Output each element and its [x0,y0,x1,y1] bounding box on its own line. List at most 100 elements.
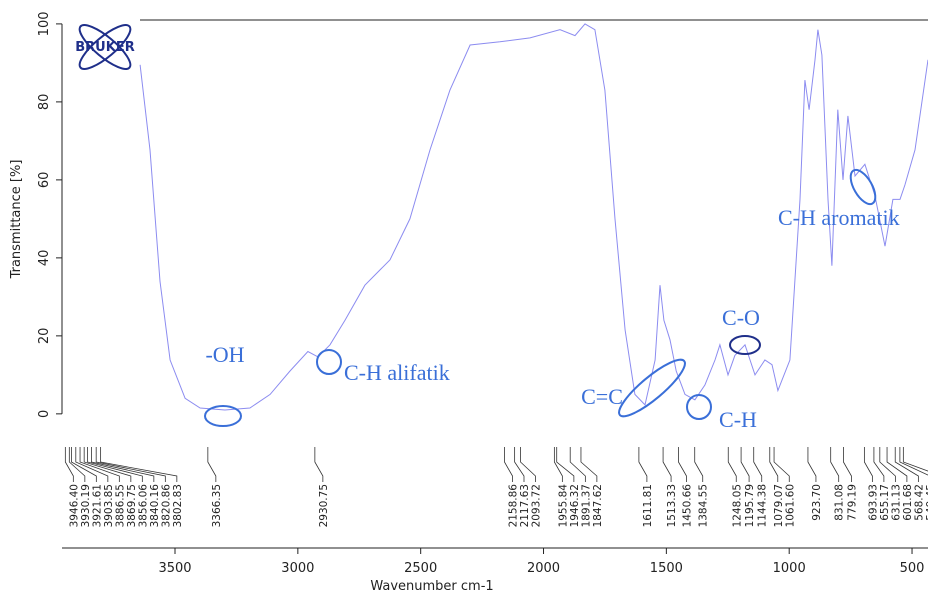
peak-line [740,447,750,482]
annotation-ellipse [618,358,686,418]
peak-line [87,447,143,482]
peak-marker: 1891.37 [569,447,592,527]
peak-line [830,447,840,482]
peak-line [863,447,873,482]
x-tick-label: 2500 [404,561,437,576]
peak-label: 1955.84 [557,484,569,528]
peak-line [75,447,109,482]
peak-label: 2117.63 [519,484,531,527]
peak-marker: 3856.06 [87,447,149,528]
y-tick-label: 60 [37,172,52,189]
peak-line [873,447,885,482]
peak-marker: 3840.16 [91,447,161,528]
peak-line [843,447,852,482]
peak-label: 3366.35 [211,484,223,527]
peak-marker: 3903.85 [75,447,115,527]
peak-marker: 1195.79 [740,447,756,527]
peak-marker: 831.08 [830,447,846,521]
peak-line [727,447,737,482]
logo-text: BRUKER [75,40,134,55]
y-tick-label: 100 [37,11,52,36]
peak-marker: 2117.63 [514,447,531,527]
peak-marker: 1611.81 [638,447,654,527]
peak-label: 3840.16 [149,484,161,528]
peak-label: 601.68 [902,484,914,521]
peak-label: 2093.72 [530,484,542,527]
peak-label: 1384.55 [698,484,710,527]
x-tick-label: 2000 [527,561,560,576]
peak-line [91,447,155,482]
peak-marker: 3820.86 [95,447,172,528]
y-axis-label: Transmittance [%] [9,160,24,280]
peak-line [68,447,86,482]
peak-label: 1450.66 [681,484,693,528]
logo: BRUKER [75,24,135,70]
peak-line [894,447,919,482]
peak-marker: 655.17 [873,447,891,521]
peak-line [773,447,790,482]
peak-label: 1891.37 [580,484,592,527]
peak-label: 2930.75 [318,484,330,527]
peak-marker: 601.68 [886,447,914,521]
peak-marker: 3930.19 [68,447,92,527]
peak-line [553,447,563,482]
peak-label: 693.93 [867,484,879,521]
annotation: C-H [719,407,757,432]
annotation-ellipse [849,168,877,206]
peak-marker: 3921.61 [71,447,103,527]
peak-marker: 2093.72 [520,447,542,527]
peak-label: 3886.55 [114,484,126,527]
x-tick-label: 1000 [773,561,806,576]
peak-line [569,447,586,482]
peak-marker: 2158.86 [504,447,519,527]
logo-orbit [78,24,132,70]
peak-marker: 1450.66 [678,447,693,527]
peak-label: 2158.86 [507,484,519,528]
annotation-ellipse [204,405,242,427]
peak-line [520,447,536,482]
peak-line [580,447,598,482]
peak-label: 3802.83 [172,484,184,527]
annotation: -OH [205,342,244,367]
peak-label: 3820.86 [160,484,172,528]
peak-label: 3921.61 [91,484,103,527]
annotation-ellipse [316,349,342,375]
peak-marker: 1847.62 [580,447,604,527]
peak-label: 1195.79 [744,484,756,527]
peak-label: 1847.62 [592,484,604,527]
peak-line [753,447,763,482]
peak-marker: 535.35 [902,447,928,472]
peak-line [902,447,928,472]
peak-line [807,447,817,482]
peak-label: 1248.05 [731,484,743,527]
peak-line [95,447,166,482]
y-tick-label: 40 [37,250,52,267]
peak-label: 3856.06 [137,484,149,528]
annotation-ellipse [729,335,761,355]
x-tick-label: 3000 [281,561,314,576]
peak-label: 1079.07 [773,484,785,527]
peak-marker: 1061.60 [773,447,796,527]
x-tick-label: 3500 [158,561,191,576]
peak-line [100,447,178,482]
peak-line [504,447,513,482]
peak-marker: 568.42 [894,447,925,521]
y-tick-label: 80 [37,94,52,111]
peak-line [64,447,74,482]
peak-marker: 3802.83 [100,447,184,527]
peak-label: 831.08 [834,484,846,521]
peak-label: 3903.85 [103,484,115,527]
peak-label: 3946.40 [68,484,80,527]
peak-label: 568.42 [913,484,925,521]
peak-marker: 3946.40 [64,447,80,527]
y-tick-label: 0 [37,410,52,418]
peak-marker: 1248.05 [727,447,743,527]
peak-label: 1946.32 [569,484,581,527]
y-tick-label: 20 [37,328,52,345]
peak-label: 1611.81 [642,484,654,527]
peak-marker: 3869.75 [83,447,138,527]
peak-line [662,447,672,482]
peak-line [638,447,648,482]
peak-line [83,447,132,482]
peak-line [899,447,928,476]
